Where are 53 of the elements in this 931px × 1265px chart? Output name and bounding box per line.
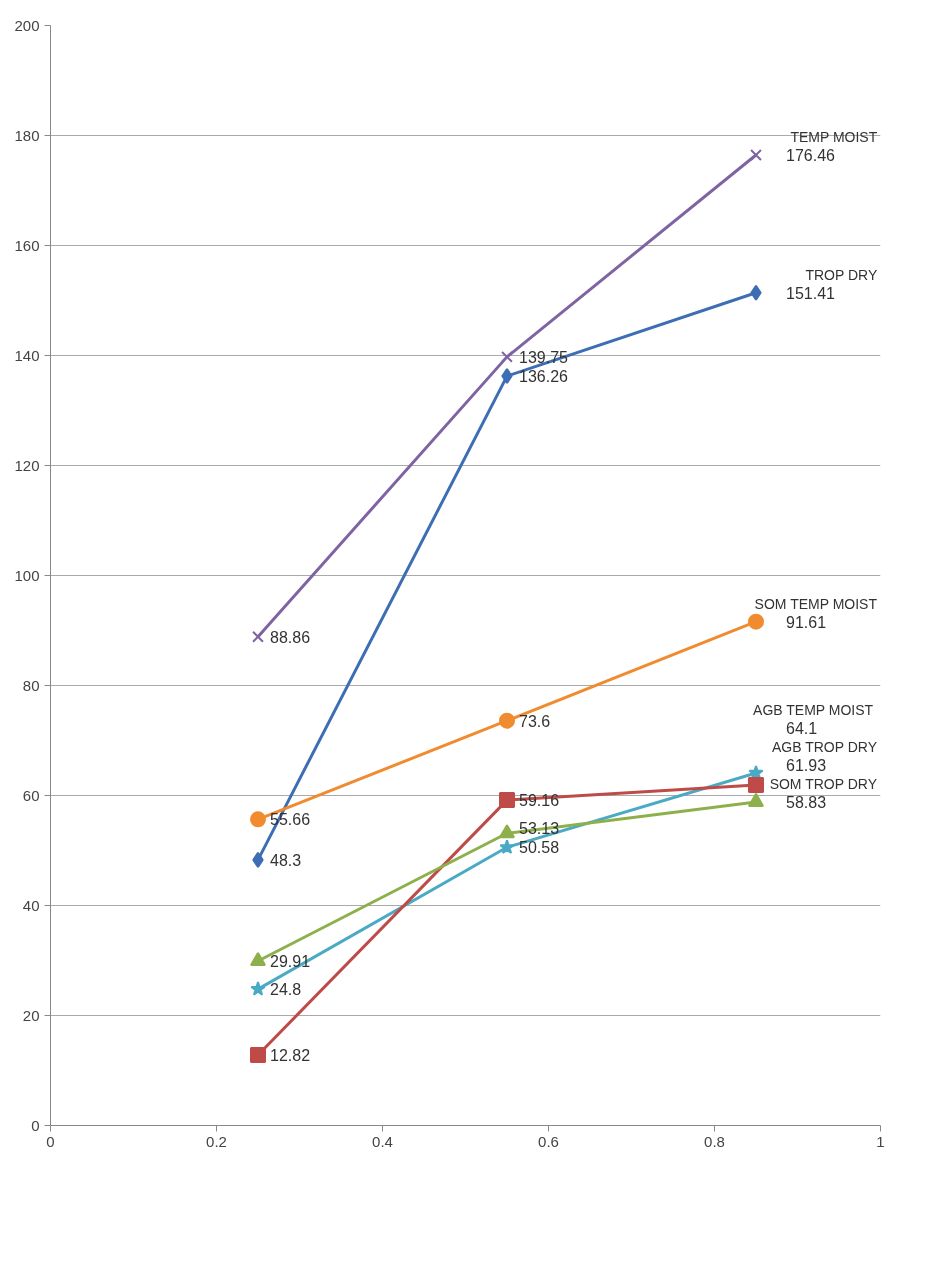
y-tick-label: 60 [22, 786, 40, 804]
text: TROP DRY [805, 266, 878, 283]
series-label: AGB TROP DRY [771, 738, 878, 755]
x-tick-label: 1 [876, 1132, 885, 1150]
y-tick-label: 180 [14, 126, 40, 144]
data-label: 12.82 [270, 1046, 311, 1064]
point [250, 811, 266, 828]
point [750, 284, 762, 301]
x-tick-label: 0.2 [206, 1132, 227, 1150]
series-label: SOM TEMP MOIST [754, 595, 878, 612]
y-tick-label: 80 [22, 676, 40, 694]
data-label: 48.3 [270, 851, 302, 869]
point [252, 851, 264, 868]
point [748, 776, 764, 793]
text: TEMP MOIST [790, 128, 878, 145]
y-tick-label: 20 [22, 1006, 40, 1024]
point [748, 792, 764, 807]
data-label: 50.58 [519, 839, 560, 857]
point [250, 981, 266, 996]
y-tick-label: 100 [14, 566, 40, 584]
text: AGB TEMP MOIST [753, 701, 874, 718]
point [750, 149, 762, 161]
point [250, 1046, 266, 1063]
data-label: 61.93 [786, 756, 827, 774]
series-label: SOM TROP DRY [769, 775, 878, 792]
x-tick-label: 0.4 [372, 1132, 393, 1150]
point [499, 792, 515, 809]
data-label: 24.8 [270, 981, 302, 999]
x-tick-label: 0.8 [704, 1132, 725, 1150]
data-label: 64.1 [786, 719, 818, 737]
y-tick-label: 120 [14, 456, 40, 474]
point [252, 630, 264, 643]
data-label: 176.46 [786, 146, 836, 164]
point [501, 350, 513, 363]
point [499, 839, 515, 854]
point [499, 824, 515, 839]
y-tick-label: 40 [22, 896, 40, 914]
data-label: 88.86 [270, 628, 311, 646]
point [499, 712, 515, 729]
x-tick-label: 0 [46, 1132, 55, 1150]
data-label: 58.83 [786, 793, 827, 811]
y-tick-label: 0 [31, 1116, 40, 1134]
data-label: 136.26 [519, 368, 569, 386]
data-label: 73.6 [519, 712, 551, 730]
x-tick-label: 0.6 [538, 1132, 559, 1150]
data-label: 91.61 [786, 613, 827, 631]
y-tick-label: 140 [14, 346, 40, 364]
point [250, 951, 266, 967]
point [501, 368, 513, 385]
y-tick-label: 160 [14, 236, 40, 254]
y-tick-label: 200 [14, 16, 40, 34]
point [748, 613, 764, 630]
data-label: 151.41 [786, 284, 836, 302]
